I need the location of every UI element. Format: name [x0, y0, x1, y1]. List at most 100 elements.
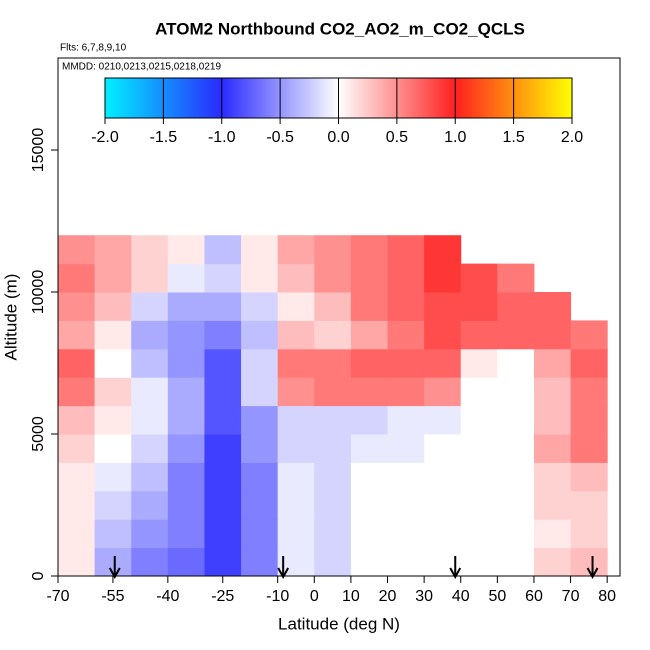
- heat-cell: [314, 519, 352, 549]
- heat-cell: [204, 462, 242, 492]
- heat-cell: [350, 547, 389, 577]
- heat-cell: [277, 320, 315, 350]
- heat-cell: [460, 490, 498, 520]
- heat-cell: [314, 462, 352, 492]
- y-tick-label: 5000: [30, 416, 47, 452]
- heat-cell: [131, 434, 169, 463]
- x-tick-label: 40: [452, 588, 470, 605]
- heat-cell: [277, 292, 315, 321]
- heat-cell: [131, 519, 169, 549]
- heat-cell: [424, 320, 462, 350]
- heat-cell: [58, 377, 96, 407]
- heat-cell: [94, 434, 132, 463]
- heat-cell: [497, 320, 535, 350]
- heat-cell: [497, 292, 535, 321]
- heat-cell: [94, 292, 132, 321]
- x-tick-label: 30: [415, 588, 433, 605]
- heat-cell: [241, 490, 279, 520]
- heat-cell: [167, 235, 205, 265]
- heat-cell: [350, 263, 389, 293]
- x-tick-label: 70: [562, 588, 580, 605]
- heat-cell: [424, 434, 462, 463]
- heat-cell: [131, 235, 169, 265]
- x-tick-label: -25: [211, 588, 234, 605]
- heat-cell: [497, 519, 535, 549]
- heat-cell: [241, 292, 279, 321]
- x-tick-label: 60: [525, 588, 543, 605]
- heat-cell: [241, 547, 279, 577]
- arrow-head: [449, 567, 462, 580]
- heat-cell: [387, 519, 425, 549]
- colorbar-tick-label: -2.0: [91, 129, 119, 146]
- heat-cell: [350, 377, 389, 407]
- heat-cell: [94, 348, 132, 378]
- heat-cell: [533, 547, 572, 577]
- subtitle: Flts: 6,7,8,9,10: [60, 43, 127, 54]
- heat-cell: [277, 377, 315, 407]
- heat-cell: [131, 348, 169, 378]
- heat-cell: [58, 348, 96, 378]
- heat-cell: [314, 320, 352, 350]
- annotation: MMDD: 0210,0213,0215,0218,0219: [62, 62, 221, 73]
- x-tick-label: 10: [342, 588, 360, 605]
- heat-cell: [167, 490, 205, 520]
- heat-cell: [533, 490, 572, 520]
- heat-cell: [131, 547, 169, 577]
- heat-cell: [167, 320, 205, 350]
- heat-cell: [570, 377, 608, 407]
- heat-cell: [460, 320, 498, 350]
- heat-cell: [424, 490, 462, 520]
- heat-cell: [424, 263, 462, 293]
- heat-cell: [350, 405, 389, 435]
- arrow: [277, 556, 290, 580]
- heat-cell: [314, 377, 352, 407]
- arrow-head: [277, 567, 290, 580]
- x-tick-label: 0: [310, 588, 319, 605]
- heat-cell: [497, 263, 535, 293]
- heat-cell: [241, 519, 279, 549]
- heat-cell: [570, 434, 608, 463]
- heat-cell: [460, 434, 498, 463]
- heat-cell: [241, 462, 279, 492]
- heat-cell: [277, 490, 315, 520]
- heat-cell: [497, 462, 535, 492]
- heat-cell: [533, 320, 572, 350]
- heat-cell: [204, 519, 242, 549]
- colorbar-tick-label: 0.0: [327, 129, 349, 146]
- heat-cell: [387, 490, 425, 520]
- heat-cell: [58, 263, 96, 293]
- plot-frame: [57, 57, 621, 577]
- arrow-head: [108, 567, 121, 580]
- x-tick-label: -10: [266, 588, 289, 605]
- heat-cell: [533, 462, 572, 492]
- colorbar-tick-label: -0.5: [266, 129, 294, 146]
- heat-cell: [241, 235, 279, 265]
- heat-cell: [94, 377, 132, 407]
- heat-cell: [94, 519, 132, 549]
- heat-cell: [131, 377, 169, 407]
- arrow: [108, 556, 121, 580]
- heat-cell: [314, 348, 352, 378]
- heat-cell: [167, 519, 205, 549]
- heat-cell: [167, 434, 205, 463]
- heat-cell: [424, 348, 462, 378]
- heat-cell: [533, 434, 572, 463]
- heat-cell: [204, 263, 242, 293]
- heat-cell: [167, 292, 205, 321]
- heat-cell: [167, 405, 205, 435]
- heat-cell: [58, 547, 96, 577]
- heat-cell: [387, 405, 425, 435]
- heat-cell: [277, 405, 315, 435]
- heat-cell: [204, 547, 242, 577]
- heat-cell: [241, 405, 279, 435]
- heat-cell: [277, 462, 315, 492]
- heat-cell: [424, 235, 462, 265]
- heat-cell: [277, 519, 315, 549]
- heat-cell: [277, 434, 315, 463]
- heat-cell: [94, 547, 132, 577]
- heat-cell: [533, 405, 572, 435]
- heat-cell: [58, 490, 96, 520]
- heat-cell: [131, 490, 169, 520]
